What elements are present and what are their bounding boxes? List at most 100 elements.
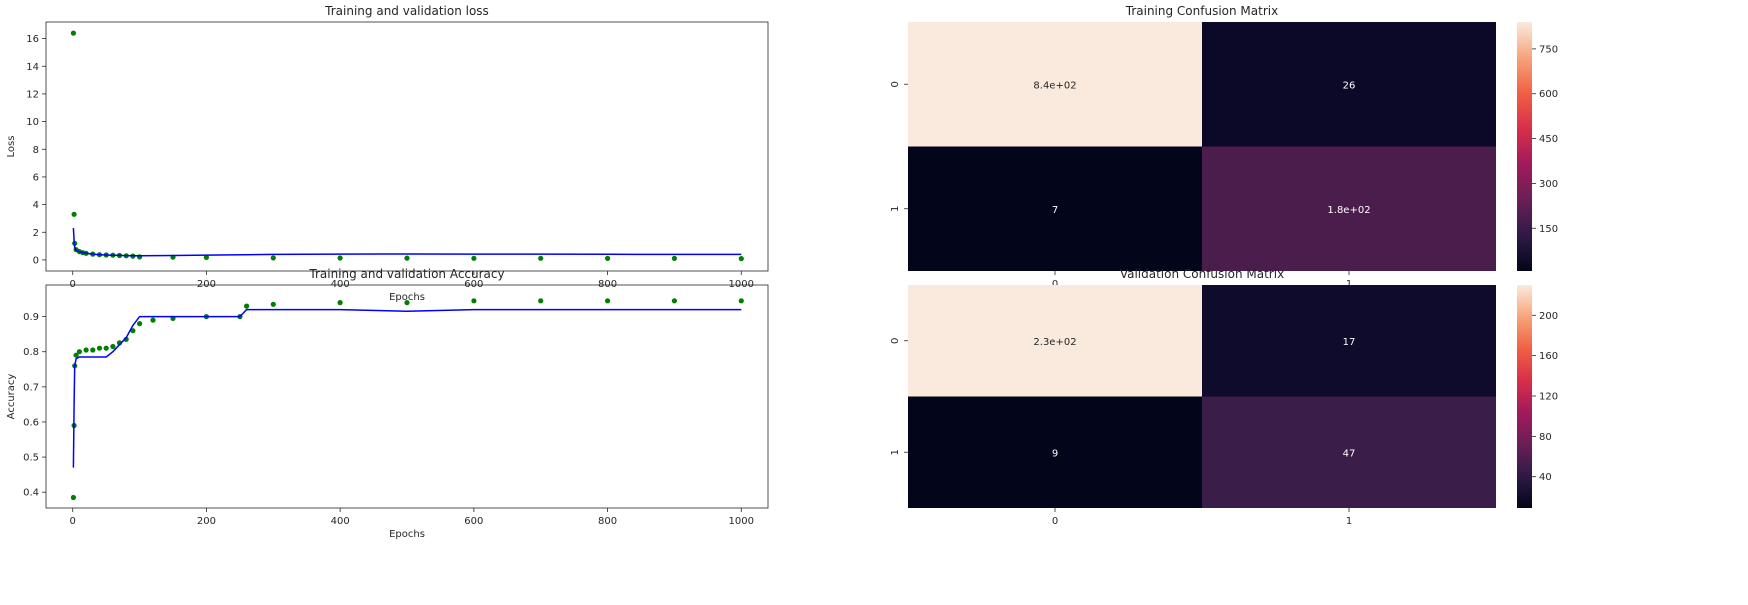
- series-0: [70, 298, 744, 501]
- data-point: [671, 255, 678, 261]
- data-point: [130, 328, 136, 334]
- chart-2: Training Confusion Matrix 8.4e+02 26 7 1.8e+…: [890, 4, 1558, 290]
- series-0: [70, 30, 744, 262]
- y-tick-label: 8: [33, 145, 39, 156]
- colorbar-tick-label: 600: [1539, 89, 1558, 100]
- x-tick-label: 200: [197, 279, 216, 290]
- y-tick-label: 1: [890, 449, 901, 455]
- x-tick-label: 0: [70, 279, 76, 290]
- data-point: [83, 347, 89, 353]
- colorbar-tick-label: 80: [1539, 432, 1552, 443]
- data-point: [137, 321, 143, 327]
- x-tick-label: 0: [1052, 516, 1058, 527]
- x-tick-label: 600: [464, 516, 483, 527]
- series-line: [72, 308, 742, 468]
- colorbar-tick-label: 750: [1539, 44, 1558, 55]
- x-tick-label: 800: [598, 516, 617, 527]
- chart-title: Training and validation loss: [324, 4, 489, 18]
- x-tick-label: 200: [197, 516, 216, 527]
- x-tick-label: 600: [464, 279, 483, 290]
- heatmap-cell: [1202, 146, 1496, 271]
- data-point: [270, 301, 276, 307]
- y-tick-label: 0.6: [23, 417, 39, 428]
- colorbar-tick-label: 300: [1539, 179, 1558, 190]
- data-point: [103, 345, 109, 351]
- data-point: [203, 254, 209, 260]
- data-point: [337, 300, 343, 306]
- heatmap-cell: [908, 396, 1202, 508]
- colorbar: [1517, 285, 1532, 508]
- data-point: [96, 345, 103, 351]
- cell-value-label: 47: [1343, 448, 1356, 459]
- y-tick-label: 0.7: [23, 382, 39, 393]
- data-point: [244, 303, 250, 309]
- data-point: [538, 298, 544, 304]
- data-point: [70, 494, 76, 501]
- heatmap-cell: [1202, 285, 1496, 397]
- x-tick-label: 1: [1346, 279, 1352, 290]
- colorbar-tick-label: 200: [1539, 311, 1558, 322]
- data-point: [471, 298, 477, 304]
- series-line: [72, 228, 742, 257]
- y-tick-label: 14: [26, 62, 39, 73]
- heatmap-cell: [908, 22, 1202, 147]
- y-tick-label: 0: [890, 81, 901, 87]
- data-point: [471, 255, 477, 261]
- data-point: [605, 298, 611, 304]
- colorbar-tick-label: 120: [1539, 391, 1558, 402]
- data-point: [671, 298, 678, 304]
- cell-value-label: 8.4e+02: [1033, 80, 1076, 91]
- y-tick-label: 16: [26, 34, 39, 45]
- data-point: [70, 30, 76, 36]
- y-tick-label: 12: [26, 89, 39, 100]
- chart-title: Training Confusion Matrix: [1125, 4, 1278, 18]
- y-tick-label: 10: [26, 117, 39, 128]
- chart-title: Training and validation Accuracy: [308, 267, 504, 281]
- plot-frame: [45, 284, 769, 509]
- x-tick-label: 1000: [729, 516, 754, 527]
- y-tick-label: 0.8: [23, 347, 39, 358]
- data-point: [110, 343, 116, 350]
- chart-1: Training and validation Accuracy 0 200 400 6…: [6, 267, 769, 540]
- data-point: [738, 298, 744, 304]
- cell-value-label: 2.3e+02: [1033, 337, 1076, 348]
- colorbar: [1517, 22, 1532, 271]
- x-tick-label: 1: [1346, 516, 1352, 527]
- x-tick-label: 0: [70, 516, 76, 527]
- heatmap-cell: [908, 285, 1202, 397]
- y-axis-label: Loss: [6, 136, 17, 158]
- cell-value-label: 1.8e+02: [1327, 205, 1370, 216]
- heatmap-cell: [1202, 22, 1496, 147]
- y-tick-label: 0: [33, 255, 39, 266]
- data-point: [605, 255, 611, 261]
- cell-value-label: 9: [1052, 448, 1058, 459]
- data-point: [73, 352, 79, 358]
- x-tick-label: 400: [331, 279, 350, 290]
- y-tick-label: 0.9: [23, 312, 39, 323]
- cell-value-label: 7: [1052, 205, 1058, 216]
- chart-title: Validation Confusion Matrix: [1120, 267, 1284, 281]
- data-point: [337, 255, 343, 261]
- y-axis-label: Accuracy: [6, 374, 17, 420]
- heatmap-cell: [1202, 396, 1496, 508]
- y-tick-label: 2: [33, 228, 39, 239]
- y-tick-label: 0.4: [23, 488, 39, 499]
- data-point: [270, 255, 276, 261]
- colorbar-tick-label: 150: [1539, 224, 1558, 235]
- x-tick-label: 400: [331, 516, 350, 527]
- y-tick-label: 6: [33, 172, 39, 183]
- x-tick-label: 800: [598, 279, 617, 290]
- heatmap-cell: [908, 146, 1202, 271]
- data-point: [404, 300, 410, 306]
- series-1: [72, 308, 742, 468]
- series-1: [72, 228, 742, 257]
- chart-3: Validation Confusion Matrix 2.3e+02 17 9 47 0…: [890, 267, 1558, 527]
- data-point: [71, 211, 77, 217]
- x-axis-label: Epochs: [389, 292, 425, 303]
- x-tick-label: 0: [1052, 279, 1058, 290]
- colorbar-tick-label: 40: [1539, 472, 1552, 483]
- data-point: [538, 255, 544, 261]
- y-tick-label: 0.5: [23, 453, 39, 464]
- y-tick-label: 0: [890, 338, 901, 344]
